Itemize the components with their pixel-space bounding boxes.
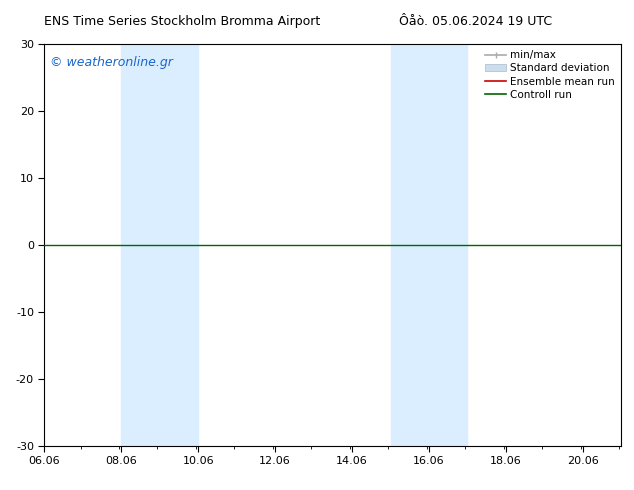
Text: © weatheronline.gr: © weatheronline.gr xyxy=(50,56,173,69)
Legend: min/max, Standard deviation, Ensemble mean run, Controll run: min/max, Standard deviation, Ensemble me… xyxy=(481,46,619,104)
Text: Ôåò. 05.06.2024 19 UTC: Ôåò. 05.06.2024 19 UTC xyxy=(399,15,553,28)
Text: ENS Time Series Stockholm Bromma Airport: ENS Time Series Stockholm Bromma Airport xyxy=(44,15,321,28)
Bar xyxy=(391,44,467,446)
Bar xyxy=(121,44,198,446)
